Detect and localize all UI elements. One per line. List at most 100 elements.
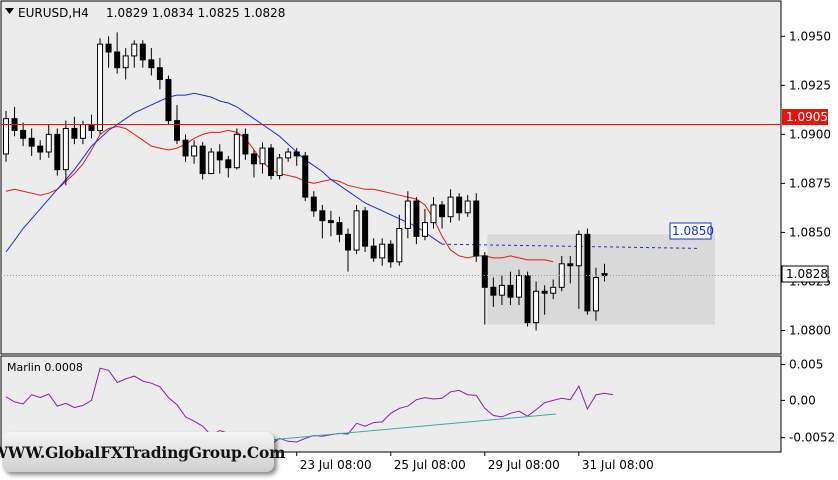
- candle-body: [302, 155, 309, 198]
- candle-body: [413, 200, 420, 237]
- candle: [276, 153, 283, 180]
- candle-body: [216, 151, 223, 161]
- last-price-badge-label: 1.0828: [786, 267, 828, 281]
- candle-body: [379, 243, 386, 259]
- marlin-oscillator: [5, 367, 614, 445]
- candle-body: [498, 284, 505, 296]
- candle-body: [105, 43, 112, 53]
- candle-body: [242, 133, 249, 155]
- candle: [37, 140, 44, 160]
- candle: [524, 271, 531, 327]
- candle: [592, 267, 599, 321]
- candle: [507, 271, 514, 305]
- time-tick-label: 23 Jul 08:00: [300, 458, 372, 472]
- marlin-trendline: [271, 413, 557, 441]
- candle: [199, 142, 206, 180]
- candle-body: [567, 263, 574, 267]
- candle: [413, 197, 420, 245]
- price-axis: 1.09501.09251.09001.08751.08501.08251.08…: [781, 29, 831, 337]
- candle: [473, 193, 480, 262]
- candle: [259, 142, 266, 174]
- candle-body: [293, 151, 300, 157]
- candle-body: [62, 127, 69, 171]
- candle: [131, 40, 138, 68]
- candle: [327, 210, 334, 237]
- candle-body: [533, 290, 540, 324]
- candle-body: [575, 233, 582, 267]
- indicator-label: Marlin 0.0008: [7, 361, 83, 374]
- price-tick-label: 1.0800: [789, 323, 831, 337]
- candle-body: [156, 67, 163, 80]
- candle-body: [353, 210, 360, 251]
- candle-body: [285, 151, 292, 159]
- candle-body: [319, 210, 326, 222]
- candle-body: [507, 284, 514, 298]
- candle: [105, 36, 112, 68]
- candle-body: [404, 200, 411, 229]
- resistance-badge: [782, 109, 828, 125]
- time-tick-label: 29 Jul 08:00: [488, 458, 560, 472]
- candle: [336, 216, 343, 243]
- candle-body: [148, 59, 155, 69]
- candle-body: [20, 129, 27, 139]
- candle-body: [88, 124, 95, 131]
- candle: [439, 201, 446, 229]
- candle: [71, 116, 78, 145]
- dropdown-triangle-icon[interactable]: [5, 8, 14, 14]
- candle: [575, 230, 582, 309]
- last-price-badge: [781, 265, 829, 283]
- candle: [404, 191, 411, 239]
- resistance-badge-label: 1.0905: [786, 110, 828, 124]
- candle: [54, 128, 61, 176]
- candle: [156, 57, 163, 90]
- candle-body: [592, 277, 599, 312]
- candle: [122, 48, 129, 80]
- candle: [345, 228, 351, 272]
- candle-body: [336, 222, 343, 235]
- candle-body: [387, 243, 394, 263]
- candle-body: [541, 290, 548, 294]
- candle-body: [122, 55, 129, 69]
- candle-body: [28, 137, 35, 147]
- candle-body: [268, 147, 275, 177]
- watermark-logo: WWW.GlobalFXTradingGroup.Com: [0, 432, 286, 472]
- candle-body: [327, 220, 334, 224]
- candle-body: [481, 255, 488, 288]
- candle-body: [199, 145, 206, 175]
- indicator-tick-label: 0.005: [789, 358, 823, 372]
- candle: [165, 75, 172, 125]
- candle: [379, 238, 386, 266]
- candle: [421, 208, 428, 241]
- marlin-line: [5, 367, 614, 445]
- candle: [447, 189, 454, 223]
- candle: [191, 140, 198, 164]
- price-tick-label: 1.0900: [789, 127, 831, 141]
- candle: [481, 252, 488, 325]
- candle: [464, 195, 471, 217]
- candle: [216, 144, 223, 174]
- candle-body: [208, 151, 215, 175]
- candle-body: [447, 196, 454, 218]
- candle-body: [524, 275, 531, 324]
- candle-body: [71, 127, 78, 139]
- candle: [139, 40, 146, 68]
- candle-body: [191, 145, 198, 157]
- candle-body: [174, 120, 180, 141]
- time-tick-label: 31 Jul 08:00: [582, 458, 654, 472]
- candle-body: [516, 275, 522, 298]
- candle: [250, 150, 257, 178]
- candle: [430, 197, 437, 229]
- candle: [370, 238, 377, 262]
- blue-ma-projection: [442, 243, 701, 249]
- candle: [567, 255, 574, 284]
- candle: [456, 193, 463, 221]
- indicator-tick-label: -0.0052: [789, 431, 835, 445]
- candle-body: [250, 153, 257, 165]
- candle: [310, 191, 317, 217]
- candle: [97, 38, 104, 135]
- candle-body: [3, 118, 9, 155]
- candle-body: [54, 133, 61, 171]
- candle: [293, 148, 300, 166]
